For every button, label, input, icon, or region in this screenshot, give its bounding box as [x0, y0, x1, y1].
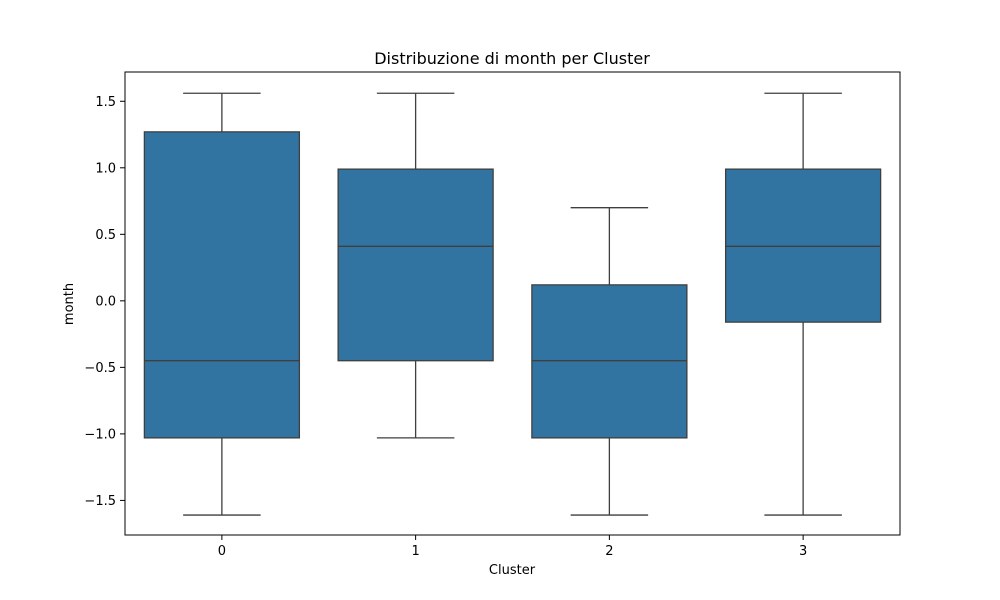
y-tick-label: −1.0	[84, 427, 116, 442]
y-tick-label: −0.5	[84, 361, 116, 376]
box	[337, 168, 494, 362]
box-group-1	[337, 92, 494, 439]
box-group-3	[724, 92, 882, 516]
x-axis: 0 1 2 3	[218, 535, 807, 559]
box	[724, 168, 882, 323]
y-tick-label: 0.5	[95, 228, 116, 243]
x-tick-label: 1	[411, 544, 419, 559]
x-tick-label: 2	[605, 544, 613, 559]
y-axis: −1.5 −1.0 −0.5 0.0 0.5 1.0 1.5	[84, 95, 125, 509]
plot-frame	[124, 71, 901, 536]
y-tick-label: −1.5	[84, 494, 116, 509]
plot-area	[143, 92, 882, 516]
y-tick-label: 1.5	[95, 95, 116, 110]
box	[143, 131, 301, 439]
y-tick-label: 1.0	[95, 161, 116, 176]
box-group-0	[143, 92, 301, 516]
chart-title: Distribuzione di month per Cluster	[374, 49, 650, 68]
y-axis-label: month	[62, 283, 77, 325]
box-group-2	[531, 207, 688, 516]
x-axis-label: Cluster	[489, 563, 536, 578]
x-tick-label: 3	[799, 544, 807, 559]
x-tick-label: 0	[218, 544, 226, 559]
y-tick-label: 0.0	[95, 294, 116, 309]
box	[531, 284, 688, 439]
